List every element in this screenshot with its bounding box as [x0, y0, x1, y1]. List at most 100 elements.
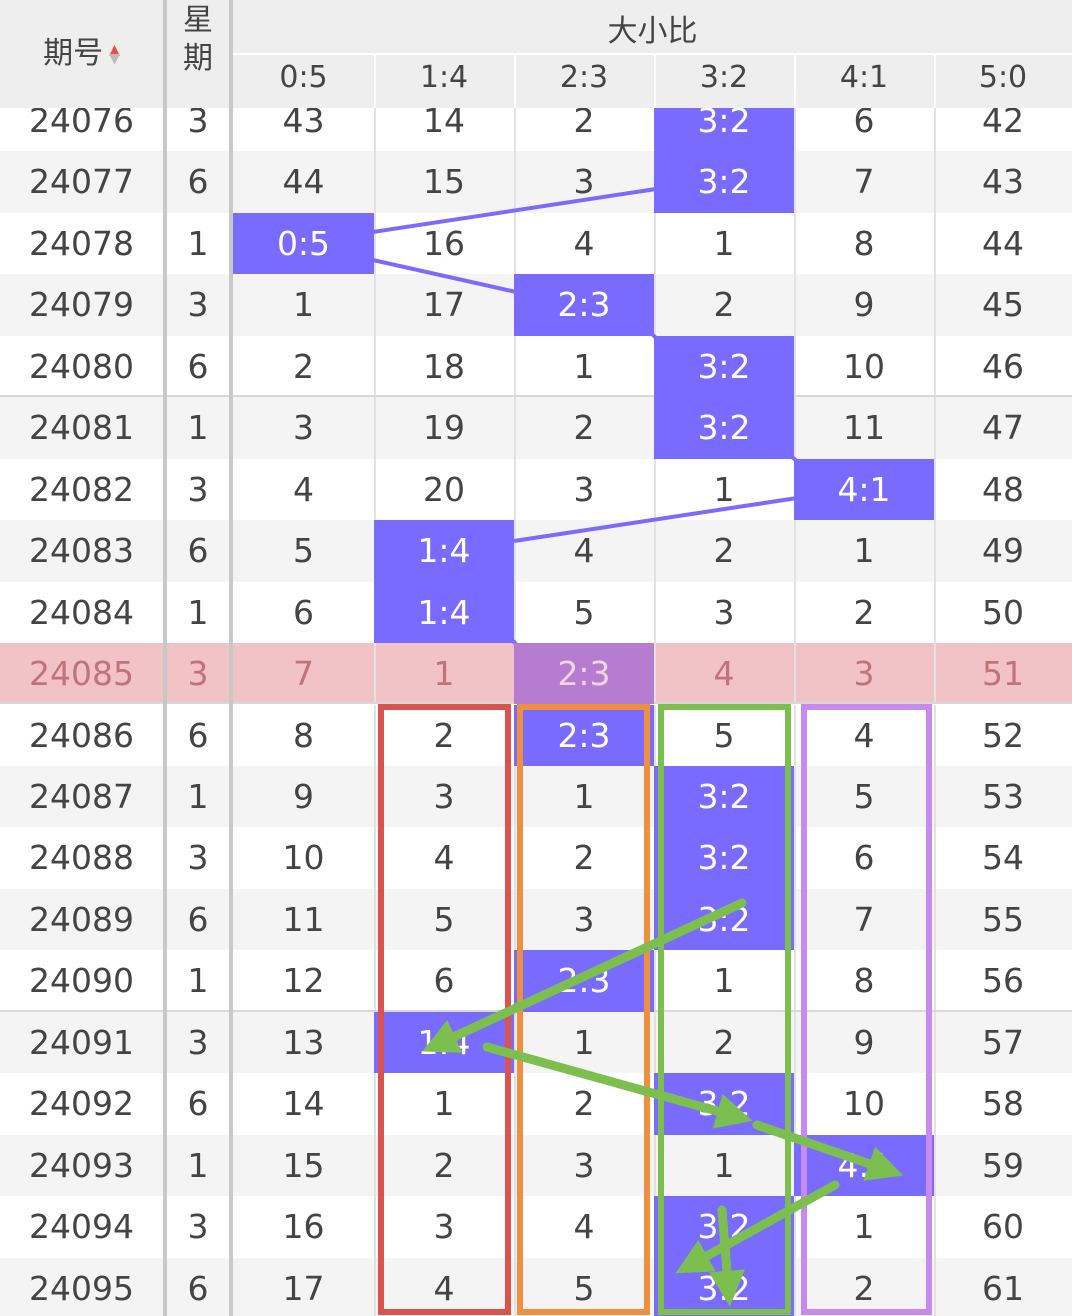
header-divider — [233, 53, 1072, 55]
period-cell: 24086 — [29, 715, 134, 755]
cell-border — [794, 274, 796, 336]
cell-border — [514, 1134, 516, 1197]
cell-border — [374, 335, 376, 398]
value-cell: 3 — [293, 408, 314, 448]
cell-border — [934, 335, 936, 398]
cell-border — [934, 1011, 936, 1074]
hit-cell: 0:5 — [233, 212, 374, 275]
column-header: 3:2 — [699, 60, 749, 95]
cell-border — [794, 212, 796, 275]
value-cell: 4 — [433, 838, 455, 878]
cell-border — [934, 643, 936, 705]
table-row: 24078 1 16 4 1 8 44 — [0, 212, 1072, 275]
value-cell: 1 — [713, 469, 735, 509]
cell-border — [514, 397, 516, 459]
cell-border — [794, 1196, 796, 1258]
period-cell: 24095 — [29, 1268, 134, 1308]
table-row: 24081 1 3 19 2 11 47 — [0, 397, 1072, 459]
value-cell: 14 — [282, 1084, 325, 1124]
value-cell: 6 — [293, 592, 314, 632]
cell-border — [514, 151, 516, 213]
weekday-cell: 1 — [187, 592, 209, 632]
value-cell: 7 — [853, 899, 875, 939]
value-cell: 61 — [982, 1268, 1024, 1308]
hit-cell: 3:2 — [654, 827, 794, 889]
value-cell: 12 — [282, 961, 325, 1001]
period-cell: 24092 — [29, 1084, 134, 1124]
period-header[interactable]: 期号 ▲ ▼ — [0, 28, 163, 72]
arrow — [675, 1180, 840, 1274]
weekday-cell: 3 — [187, 101, 209, 140]
weekday-cell: 3 — [187, 285, 209, 325]
value-cell: 1 — [573, 346, 595, 386]
value-cell: 8 — [853, 223, 875, 263]
value-cell: 2 — [573, 1084, 595, 1124]
period-cell: 24078 — [29, 223, 134, 263]
column-header: 4:1 — [839, 60, 889, 95]
value-cell: 4 — [573, 531, 595, 571]
cell-border — [794, 1073, 796, 1135]
column-border — [934, 55, 936, 108]
value-cell: 2 — [713, 531, 735, 571]
frame-red — [378, 704, 511, 1315]
weekday-cell: 3 — [187, 654, 209, 694]
cell-border — [654, 704, 656, 766]
cell-border — [934, 950, 936, 1012]
cell-border — [514, 1257, 516, 1316]
value-cell: 2 — [293, 346, 314, 386]
cell-border — [794, 765, 796, 828]
period-cell: 24080 — [29, 346, 134, 386]
value-cell: 5 — [433, 899, 455, 939]
value-cell: 11 — [282, 899, 325, 939]
cell-border — [934, 765, 936, 828]
weekday-cell: 3 — [187, 469, 209, 509]
cell-border — [794, 1011, 796, 1074]
table-row: 24083 6 5 4 2 1 49 — [0, 520, 1072, 582]
column-border — [654, 55, 656, 108]
cell-border — [794, 1257, 796, 1316]
cell-border — [514, 765, 516, 828]
period-cell: 24084 — [29, 592, 134, 632]
value-cell: 53 — [982, 776, 1024, 816]
cell-border — [374, 643, 376, 705]
cell-border — [514, 1196, 516, 1258]
value-cell: 3 — [573, 162, 595, 202]
period-cell: 24077 — [29, 162, 134, 202]
value-cell: 4 — [293, 469, 314, 509]
period-header-text: 期号 — [43, 36, 104, 71]
hit-cell: 2:3 — [514, 274, 654, 336]
cell-border — [794, 520, 796, 582]
value-cell: 2 — [433, 715, 455, 755]
cell-border — [654, 520, 656, 582]
value-cell: 15 — [282, 1145, 325, 1185]
value-cell: 8 — [853, 961, 875, 1001]
value-cell: 5 — [573, 592, 595, 632]
value-cell: 4 — [433, 1268, 455, 1308]
value-cell: 49 — [982, 531, 1024, 571]
value-cell: 6 — [853, 101, 875, 140]
cell-border — [374, 458, 376, 521]
value-cell: 7 — [293, 654, 314, 694]
cell-border — [514, 1011, 516, 1074]
cell-border — [514, 458, 516, 521]
weekday-cell: 6 — [187, 899, 209, 939]
value-cell: 2 — [713, 285, 735, 325]
value-cell: 1 — [713, 1145, 735, 1185]
value-cell: 20 — [423, 469, 465, 509]
value-cell: 2 — [573, 408, 595, 448]
table-header: 期号 ▲ ▼ 星期 大小比 0:5 1:4 2:3 3:2 4:1 5:0 — [0, 0, 1072, 108]
cell-border — [374, 90, 376, 152]
frame-violet — [801, 704, 932, 1315]
hit-cell: 3:2 — [654, 151, 794, 213]
value-cell: 47 — [982, 408, 1024, 448]
cell-border — [374, 212, 376, 275]
value-cell: 19 — [423, 408, 465, 448]
value-cell: 1 — [433, 654, 455, 694]
column-header: 5:0 — [978, 60, 1028, 95]
value-cell: 5 — [293, 531, 314, 571]
value-cell: 9 — [293, 776, 314, 816]
period-cell: 24091 — [29, 1022, 134, 1062]
table-row: 24088 3 10 4 2 6 54 — [0, 827, 1072, 889]
